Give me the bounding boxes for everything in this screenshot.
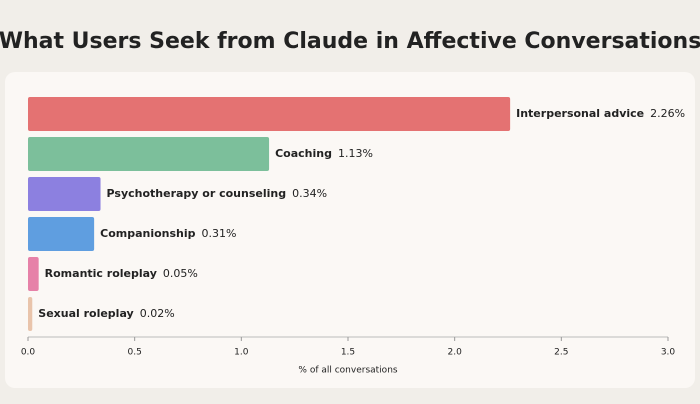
bar: [28, 177, 101, 211]
bar-label: Romantic roleplay 0.05%: [45, 267, 198, 280]
x-tick-label: 3.0: [661, 348, 676, 358]
value-label: 0.05%: [163, 267, 198, 280]
bar: [28, 97, 511, 131]
x-tick-label: 1.5: [341, 348, 355, 358]
value-label: 0.34%: [292, 187, 327, 200]
x-tick-label: 1.0: [234, 348, 249, 358]
value-label: 1.13%: [338, 147, 373, 160]
bar: [28, 257, 39, 291]
category-label: Companionship: [100, 227, 196, 240]
value-label: 0.02%: [140, 307, 175, 320]
bar-label: Companionship 0.31%: [100, 227, 236, 240]
chart-title: What Users Seek from Claude in Affective…: [0, 29, 700, 54]
x-axis-label: % of all conversations: [298, 366, 397, 376]
bar-label: Sexual roleplay 0.02%: [38, 307, 174, 320]
category-label: Sexual roleplay: [38, 307, 133, 320]
bar: [28, 217, 95, 251]
x-tick-label: 0.5: [128, 348, 142, 358]
bar: [28, 137, 270, 171]
category-label: Romantic roleplay: [45, 267, 157, 280]
bar-label: Psychotherapy or counseling 0.34%: [107, 187, 328, 200]
bar-label: Coaching 1.13%: [275, 147, 373, 160]
bar-label: Interpersonal advice 2.26%: [516, 107, 685, 120]
category-label: Interpersonal advice: [516, 107, 644, 120]
value-label: 2.26%: [650, 107, 685, 120]
x-tick-label: 2.0: [448, 348, 463, 358]
value-label: 0.31%: [202, 227, 237, 240]
category-label: Coaching: [275, 147, 332, 160]
x-tick-label: 2.5: [554, 348, 568, 358]
category-label: Psychotherapy or counseling: [107, 187, 287, 200]
x-tick-label: 0.0: [21, 348, 36, 358]
bar: [28, 297, 33, 331]
